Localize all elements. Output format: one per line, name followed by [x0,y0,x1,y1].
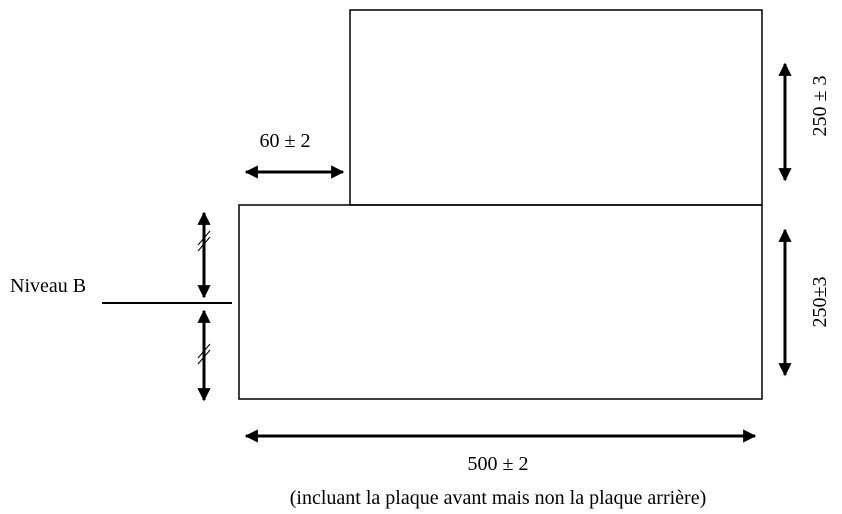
note: (incluant la plaque avant mais non la pl… [290,487,706,509]
hatch [197,349,211,365]
upper-block [349,9,763,206]
hatch [197,230,211,246]
upper-height-label: 250 ± 3 [809,76,831,137]
lower-block [238,204,763,400]
width-label: 500 ± 2 [468,453,529,475]
lower-height-label: 250±3 [809,277,831,328]
hatch [197,236,211,252]
offset-label: 60 ± 2 [260,130,311,152]
level-label: Niveau B [10,275,86,297]
hatch [197,343,211,359]
